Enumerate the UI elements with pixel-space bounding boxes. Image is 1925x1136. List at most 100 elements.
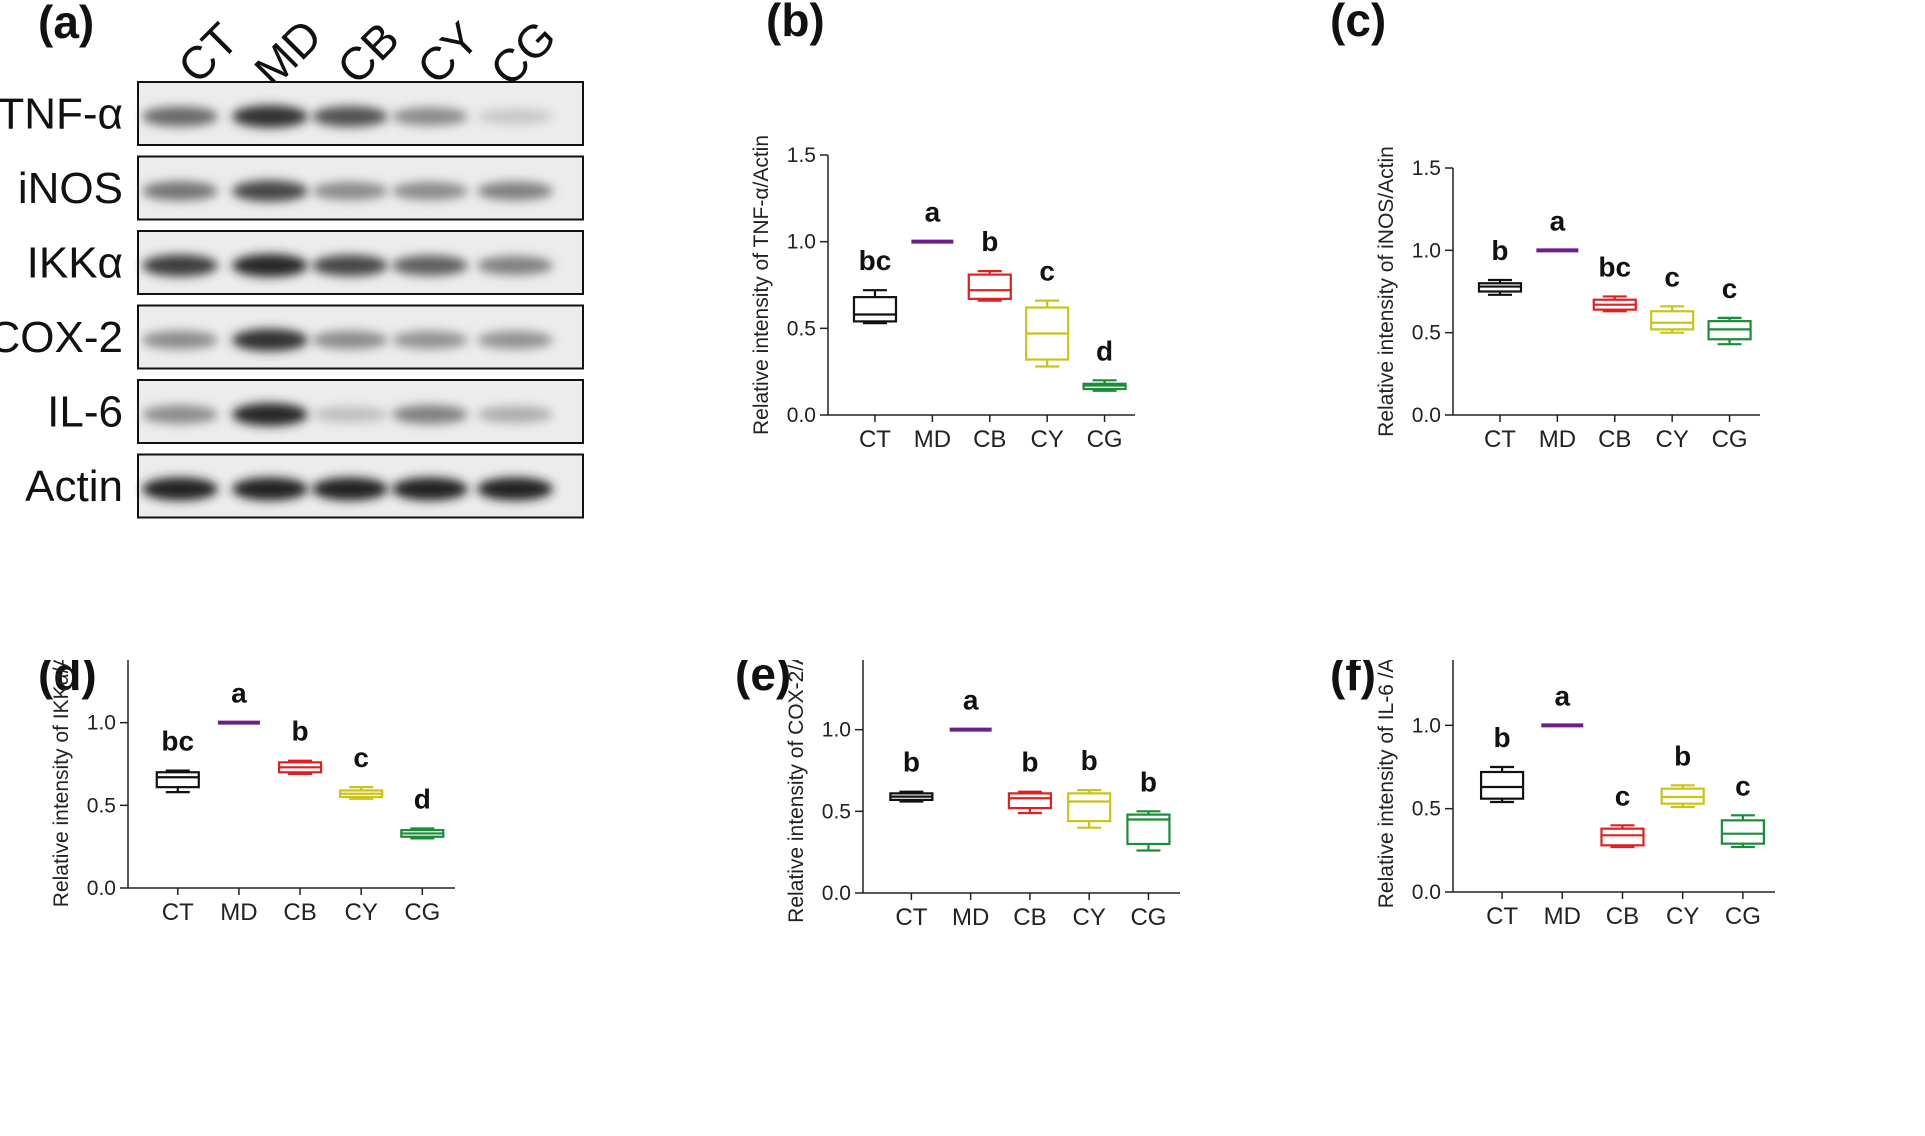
blot-band: [392, 405, 468, 424]
blot-band: [392, 330, 468, 350]
blot-band: [477, 108, 553, 125]
significance-letter-cy: c: [1664, 261, 1680, 292]
blot-band: [312, 330, 388, 350]
x-tick-label-cb: CB: [1606, 903, 1639, 930]
chart-inos: (c) 0.0 0.5 1.0 1.5 Relative intensity of iNO…: [1330, 0, 1760, 453]
blot-band: [477, 406, 553, 423]
significance-letter-cg: d: [1096, 335, 1113, 366]
significance-letter-cb: b: [981, 226, 998, 257]
y-tick-label: 0.0: [787, 404, 816, 427]
box-iqr-rect: [1600, 827, 1645, 847]
x-tick-label-cg: CG: [1087, 426, 1123, 453]
blot-band: [142, 254, 218, 277]
x-tick-label-cy: CY: [345, 899, 378, 926]
significance-letter-cg: b: [1140, 766, 1157, 797]
protein-label-tnf-: TNF-α: [0, 90, 123, 139]
significance-letter-cb: b: [1021, 747, 1038, 778]
box-cg: [1082, 379, 1127, 392]
y-axis-label: Relative intensity of IL-6 /Actin: [1375, 660, 1398, 908]
x-tick-label-cg: CG: [1725, 903, 1761, 930]
blot-band: [312, 181, 388, 201]
protein-label-actin: Actin: [25, 462, 123, 511]
significance-letter-ct: b: [1491, 235, 1508, 266]
panel-label-b: (b): [766, 0, 825, 46]
y-axis-label: Relative intensity of COX-2/Actin: [785, 660, 808, 923]
box-iqr-rect: [1720, 819, 1765, 845]
panel-label-f: (f): [1330, 660, 1376, 700]
x-tick-label-cy: CY: [1030, 426, 1063, 453]
significance-letter-cb: c: [1615, 780, 1631, 811]
significance-letter-cg: d: [414, 783, 431, 814]
blot-band: [142, 477, 218, 501]
box-cg: [1707, 316, 1752, 346]
blot-band: [312, 254, 388, 277]
x-tick-label-md: MD: [952, 904, 989, 931]
blot-strip-inos: [137, 155, 584, 221]
blot-band: [477, 477, 553, 501]
significance-letter-md: a: [231, 678, 247, 709]
x-tick-label-cb: CB: [973, 426, 1006, 453]
blot-band: [392, 477, 468, 501]
box-cy: [1660, 784, 1705, 809]
box-cb: [967, 270, 1012, 302]
x-tick-label-ct: CT: [162, 899, 194, 926]
x-tick-label-md: MD: [220, 899, 257, 926]
blot-band: [392, 181, 468, 201]
box-iqr-rect: [155, 771, 200, 789]
significance-letter-cy: b: [1081, 745, 1098, 776]
x-tick-label-cg: CG: [404, 899, 440, 926]
significance-letter-cb: b: [291, 716, 308, 747]
blot-band: [392, 255, 468, 276]
significance-letter-md: a: [1550, 205, 1566, 236]
blot-strip-tnf-: [137, 81, 584, 146]
box-ct: [1477, 278, 1523, 296]
panel-label-a: (a): [38, 0, 94, 48]
panel-label-d: (d): [38, 660, 97, 700]
y-tick-label: 1.0: [1412, 714, 1441, 737]
blot-band: [312, 477, 388, 501]
box-iqr-rect: [1067, 792, 1112, 823]
y-tick-label: 0.0: [822, 882, 851, 905]
y-tick-label: 0.5: [1412, 798, 1441, 821]
x-tick-label-md: MD: [1539, 426, 1576, 453]
x-tick-label-md: MD: [914, 426, 951, 453]
x-tick-label-ct: CT: [859, 426, 891, 453]
blot-band: [477, 256, 553, 275]
y-axis-label: Relative intensity of IKKα/Actin: [50, 660, 73, 907]
y-tick-label: 0.0: [1412, 404, 1441, 427]
lane-label-ct: CT: [168, 13, 248, 93]
box-cg: [1126, 810, 1171, 852]
significance-letter-cy: c: [353, 742, 369, 773]
box-cy: [1025, 299, 1070, 368]
box-iqr-rect: [967, 273, 1012, 300]
significance-letter-md: a: [1554, 680, 1570, 711]
significance-letter-md: a: [925, 197, 941, 228]
box-iqr-rect: [852, 296, 898, 323]
significance-letter-cy: b: [1674, 740, 1691, 771]
y-tick-label: 0.5: [822, 800, 851, 823]
y-tick-label: 0.5: [87, 794, 116, 817]
protein-label-inos: iNOS: [18, 164, 123, 213]
y-tick-label: 0.5: [1412, 322, 1441, 345]
x-tick-label-ct: CT: [1484, 426, 1516, 453]
protein-label-cox-2: COX-2: [0, 313, 123, 362]
blot-band: [232, 477, 308, 501]
blot-strip-ikk-: [137, 230, 584, 295]
y-axis-label: Relative intensity of TNF-α/Actin: [750, 135, 773, 435]
box-cy: [1067, 789, 1112, 829]
y-tick-label: 1.0: [87, 712, 116, 735]
box-cb: [1592, 295, 1637, 313]
blot-band: [232, 403, 308, 426]
blot-strip-il-6: [137, 379, 584, 444]
y-tick-label: 1.5: [787, 144, 816, 167]
panel-label-c: (c): [1330, 0, 1386, 46]
y-tick-label: 0.0: [1412, 881, 1441, 904]
y-tick-label: 1.0: [787, 231, 816, 254]
blot-band: [232, 254, 308, 277]
x-tick-label-cy: CY: [1666, 903, 1699, 930]
blot-strip-cox-2: [137, 304, 584, 370]
significance-letter-cg: c: [1722, 273, 1738, 304]
